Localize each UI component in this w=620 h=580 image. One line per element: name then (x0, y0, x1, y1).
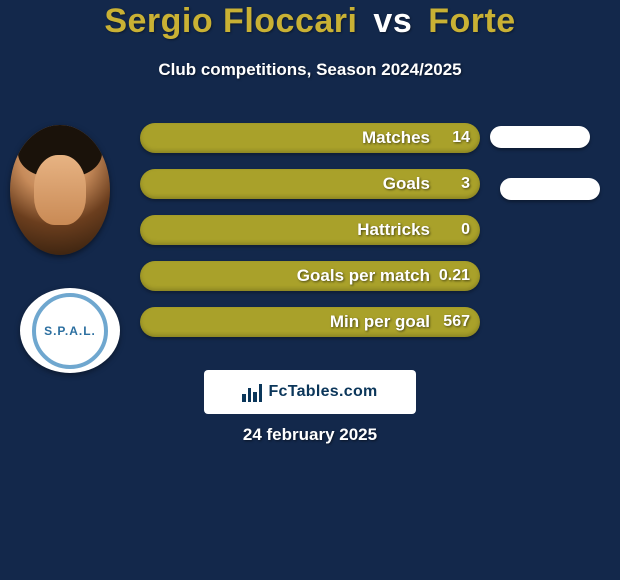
stat-label: Goals per match (297, 261, 430, 291)
stat-value: 3 (461, 169, 470, 199)
stat-row: Goals 3 (140, 169, 480, 199)
stats-bars: Matches 14 Goals 3 Hattricks 0 Goals per… (140, 123, 480, 353)
stat-row: Hattricks 0 (140, 215, 480, 245)
club-badge: S.P.A.L. (20, 288, 120, 373)
right-pill-1 (490, 126, 590, 148)
stat-row: Matches 14 (140, 123, 480, 153)
logo-mark-icon (242, 382, 262, 402)
right-pill-2 (500, 178, 600, 200)
stat-label: Min per goal (330, 307, 430, 337)
player-avatar (10, 125, 110, 255)
page-title: Sergio Floccari vs Forte (0, 2, 620, 41)
logo-text: FcTables.com (268, 383, 377, 401)
stat-label: Goals (383, 169, 430, 199)
stat-value: 567 (443, 307, 470, 337)
stat-row: Goals per match 0.21 (140, 261, 480, 291)
player2-name: Forte (428, 2, 516, 40)
date-text: 24 february 2025 (0, 425, 620, 445)
comparison-card: Sergio Floccari vs Forte Club competitio… (0, 0, 620, 580)
stat-value: 0.21 (439, 261, 470, 291)
stat-row: Min per goal 567 (140, 307, 480, 337)
stat-label: Hattricks (357, 215, 430, 245)
vs-separator: vs (373, 2, 412, 40)
stat-label: Matches (362, 123, 430, 153)
club-badge-text: S.P.A.L. (32, 293, 108, 369)
player1-name: Sergio Floccari (104, 2, 357, 40)
stat-value: 14 (452, 123, 470, 153)
source-logo: FcTables.com (204, 370, 416, 414)
stat-value: 0 (461, 215, 470, 245)
subtitle: Club competitions, Season 2024/2025 (0, 60, 620, 80)
